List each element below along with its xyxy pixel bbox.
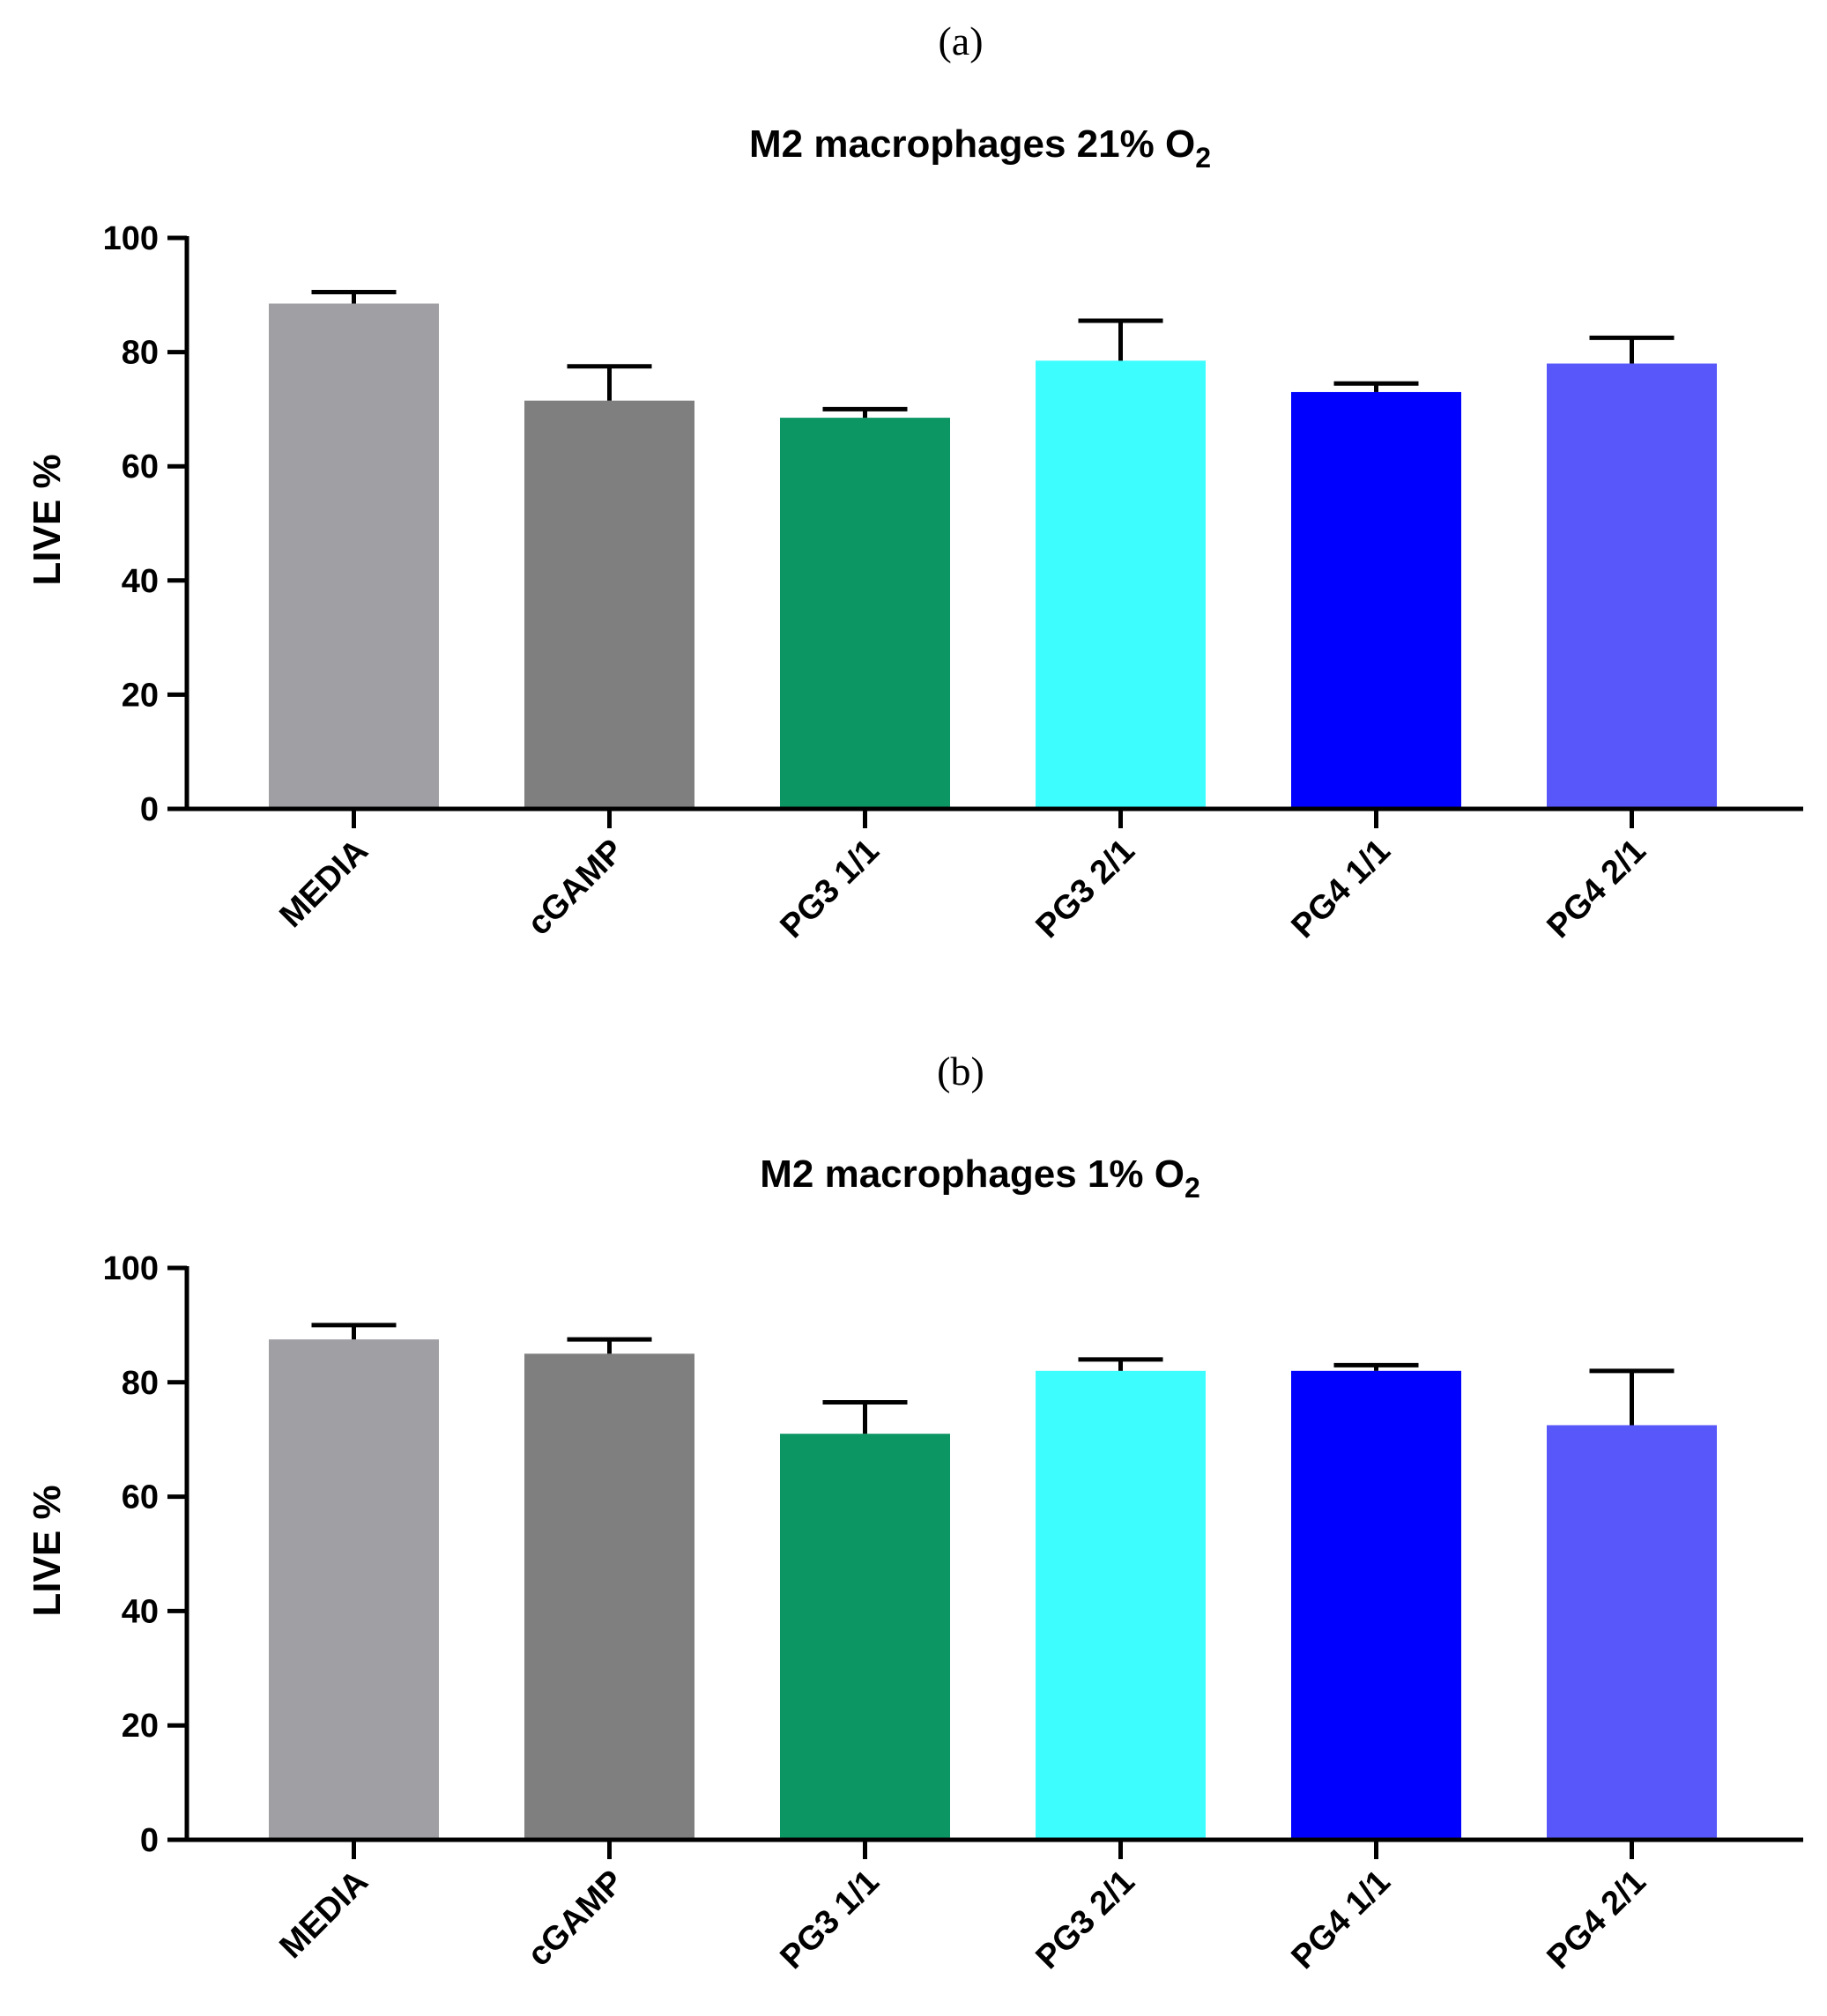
bar-b-5 bbox=[1547, 1425, 1717, 1840]
y-axis-label-b: LIVE % bbox=[26, 1485, 69, 1616]
y-tick-label-b-5: 100 bbox=[103, 1250, 159, 1287]
chart-title-b: M2 macrophages 1% O2 bbox=[760, 1153, 1200, 1204]
category-label-a-2: PG3 1/1 bbox=[774, 833, 887, 945]
bar-b-0 bbox=[269, 1339, 439, 1840]
y-tick-label-a-2: 40 bbox=[122, 563, 159, 600]
bar-a-0 bbox=[269, 303, 439, 809]
y-tick-label-a-5: 100 bbox=[103, 220, 159, 257]
category-label-a-5: PG4 2/1 bbox=[1541, 833, 1653, 945]
chart-b: (b) M2 macrophages 1% O2 LIVE % 0 20 40 60 8… bbox=[26, 1049, 1803, 1976]
category-label-b-0: MEDIA bbox=[273, 1864, 375, 1966]
category-label-a-1: cGAMP bbox=[521, 833, 631, 943]
bar-a-3 bbox=[1036, 360, 1206, 809]
bar-a-2 bbox=[780, 418, 950, 809]
bar-a-4 bbox=[1291, 391, 1461, 809]
y-tick-label-a-3: 60 bbox=[122, 448, 159, 485]
category-label-b-3: PG3 2/1 bbox=[1029, 1864, 1142, 1976]
y-tick-label-a-0: 0 bbox=[140, 791, 159, 828]
category-label-b-5: PG4 2/1 bbox=[1541, 1864, 1653, 1976]
category-label-b-4: PG4 1/1 bbox=[1285, 1864, 1398, 1976]
y-tick-label-b-0: 0 bbox=[140, 1822, 159, 1859]
chart-title-a: M2 macrophages 21% O2 bbox=[749, 122, 1211, 174]
y-tick-label-b-4: 80 bbox=[122, 1365, 159, 1402]
category-label-a-3: PG3 2/1 bbox=[1029, 833, 1142, 945]
chart-a: (a) M2 macrophages 21% O2 LIVE % 0 20 40 60… bbox=[26, 19, 1803, 945]
category-label-b-1: cGAMP bbox=[521, 1864, 631, 1974]
bar-a-1 bbox=[524, 400, 694, 809]
bar-a-5 bbox=[1547, 363, 1717, 809]
y-tick-label-b-1: 20 bbox=[122, 1708, 159, 1745]
y-tick-label-a-4: 80 bbox=[122, 335, 159, 372]
y-tick-label-b-2: 40 bbox=[122, 1593, 159, 1630]
y-tick-label-b-3: 60 bbox=[122, 1479, 159, 1516]
bar-b-4 bbox=[1291, 1370, 1461, 1840]
bar-b-2 bbox=[780, 1434, 950, 1840]
panel-label-b: (b) bbox=[937, 1049, 984, 1093]
y-tick-label-a-1: 20 bbox=[122, 677, 159, 714]
bar-b-3 bbox=[1036, 1370, 1206, 1840]
category-label-a-0: MEDIA bbox=[273, 833, 375, 935]
category-label-a-4: PG4 1/1 bbox=[1285, 833, 1398, 945]
y-axis-label-a: LIVE % bbox=[26, 454, 69, 585]
bar-b-1 bbox=[524, 1353, 694, 1840]
panel-label-a: (a) bbox=[938, 19, 983, 63]
category-label-b-2: PG3 1/1 bbox=[774, 1864, 887, 1976]
